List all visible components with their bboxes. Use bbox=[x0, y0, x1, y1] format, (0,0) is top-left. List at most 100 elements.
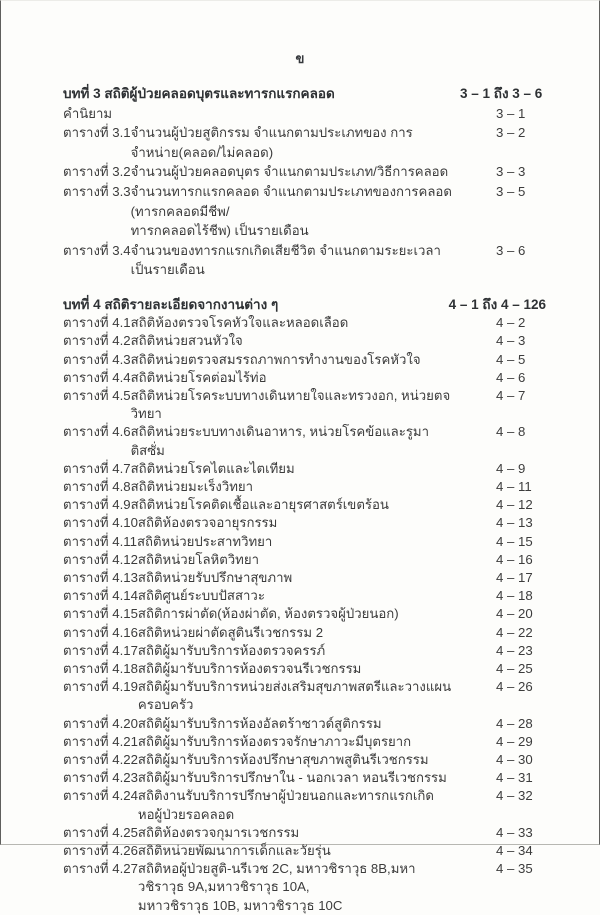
toc-row: ตารางที่ 4.14 สถิติศูนย์ระบบปัสสาวะ 4 – 18 bbox=[63, 587, 546, 605]
toc-entry-label: คำนิยาม bbox=[63, 105, 113, 121]
toc-entry-label: ตารางที่ 3.1 bbox=[63, 125, 131, 141]
table-of-contents: บทที่ 3 สถิติผู้ป่วยคลอดบุตรและทารกแรกคล… bbox=[63, 84, 546, 915]
toc-entry-page: 4 – 26 bbox=[496, 679, 533, 695]
toc-row: ตารางที่ 4.27 สถิติหอผู้ป่วยสูติ-นรีเวช 2… bbox=[63, 860, 546, 915]
toc-entry-title-line: สถิติผู้มารับบริการห้องตรวจนรีเวชกรรม bbox=[137, 661, 362, 676]
toc-entry-title: สถิติหน่วยผ่าตัดสูตินรีเวชกรรม 2 bbox=[138, 624, 458, 642]
toc-row: ตารางที่ 4.9 สถิติหน่วยโรคติดเชื้อและอายุ… bbox=[63, 496, 546, 514]
toc-entry-title: สถิติผู้มารับบริการห้องตรวจนรีเวชกรรม bbox=[138, 660, 458, 678]
toc-row: ตารางที่ 4.23 สถิติผู้มารับบริการปรึกษาใน… bbox=[63, 769, 546, 787]
toc-entry-label: ตารางที่ 4.11 bbox=[63, 533, 137, 549]
toc-entry-page: 4 – 11 bbox=[496, 478, 532, 494]
toc-entry-title-line: สถิติหน่วยตรวจสมรรถภาพการทำงานของโรคหัวใ… bbox=[130, 351, 421, 367]
toc-entry-label: ตารางที่ 4.8 bbox=[63, 478, 131, 494]
toc-entry-title: สถิติหน่วยโลหิตวิทยา bbox=[138, 551, 458, 569]
toc-entry-title-line: สถิติผู้มารับบริการห้องตรวจครรภ์ bbox=[137, 642, 326, 658]
toc-entry-title-line: สถิติศูนย์ระบบปัสสาวะ bbox=[137, 588, 265, 604]
toc-entry-title: สถิติงานรับบริการปรึกษาผู้ป่วยนอกและทารก… bbox=[138, 787, 458, 823]
toc-entry-title: สถิติหน่วยประสาทวิทยา bbox=[137, 533, 458, 551]
toc-entry-title: สถิติผู้มารับบริการห้องอัลตร้าซาวด์สูติก… bbox=[138, 715, 458, 733]
toc-entry-page: 4 – 32 bbox=[496, 788, 533, 804]
toc-entry-page: 4 – 5 bbox=[496, 351, 526, 367]
toc-entry-title: สถิติผู้มารับบริการห้องปรึกษาสุขภาพสูติน… bbox=[138, 751, 458, 769]
toc-entry-page: 4 – 9 bbox=[496, 460, 526, 476]
toc-entry-title-line: สถิติหอผู้ป่วยสูติ-นรีเวช 2C, มหาวชิราวุ… bbox=[137, 861, 416, 895]
toc-entry-page: 4 – 28 bbox=[496, 715, 533, 731]
toc-entry-label: ตารางที่ 4.25 bbox=[63, 824, 138, 840]
toc-row: ตารางที่ 3.3 จำนวนทารกแรกคลอด จำแนกตามประ… bbox=[63, 182, 546, 241]
toc-entry-title-line: สถิติผู้มารับบริการห้องปรึกษาสุขภาพสูติน… bbox=[137, 752, 429, 768]
toc-entry-label: ตารางที่ 4.20 bbox=[63, 715, 138, 731]
toc-entry-title: สถิติห้องตรวจโรคหัวใจและหลอดเลือด bbox=[131, 314, 458, 332]
toc-entry-label: ตารางที่ 4.22 bbox=[63, 752, 138, 768]
toc-entry-title-line: สถิติหน่วยสวนหัวใจ bbox=[130, 333, 243, 349]
toc-entry-title: สถิติหน่วยโรคต่อมไร้ท่อ bbox=[131, 369, 458, 387]
toc-entry-page: 4 – 15 bbox=[496, 533, 533, 549]
toc-entry-title: สถิติหน่วยโรคติดเชื้อและอายุรศาสตร์เขตร้… bbox=[131, 496, 458, 514]
toc-entry-page: 4 – 31 bbox=[496, 770, 533, 786]
toc-entry-label: ตารางที่ 4.12 bbox=[63, 551, 138, 567]
toc-entry-page: 4 – 16 bbox=[496, 551, 533, 567]
toc-entry-label: ตารางที่ 3.3 bbox=[63, 183, 131, 199]
toc-entry-label: ตารางที่ 4.1 bbox=[63, 315, 131, 331]
toc-entry-title-line: สถิติหน่วยประสาทวิทยา bbox=[136, 533, 273, 549]
toc-entry-label: ตารางที่ 4.17 bbox=[63, 642, 138, 658]
toc-row: ตารางที่ 4.10 สถิติห้องตรวจอายุรกรรม 4 – 1… bbox=[63, 514, 546, 532]
toc-row: ตารางที่ 4.5 สถิติหน่วยโรคระบบทางเดินหายใ… bbox=[63, 387, 546, 423]
toc-row: ตารางที่ 4.3 สถิติหน่วยตรวจสมรรถภาพการทำง… bbox=[63, 351, 546, 369]
toc-entry-title: จำนวนผู้ป่วยสูติกรรม จำแนกตามประเภทของ ก… bbox=[131, 123, 458, 162]
toc-row: ตารางที่ 4.19 สถิติผู้มารับบริการหน่วยส่ง… bbox=[63, 678, 546, 714]
toc-entry-title: สถิติห้องตรวจอายุรกรรม bbox=[138, 514, 458, 532]
toc-entry-page: 4 – 20 bbox=[496, 606, 533, 622]
toc-row: ตารางที่ 4.1 สถิติห้องตรวจโรคหัวใจและหลอด… bbox=[63, 314, 546, 332]
toc-entry-title-line: สถิติผู้มารับบริการปรึกษาใน - นอกเวลา หอ… bbox=[137, 770, 447, 786]
toc-entry-title-line: สถิติหน่วยผ่าตัดสูตินรีเวชกรรม 2 bbox=[137, 624, 324, 640]
toc-entry-title: สถิติหอผู้ป่วยสูติ-นรีเวช 2C, มหาวชิราวุ… bbox=[138, 860, 458, 915]
toc-entry-title-line: สถิติหน่วยโรคต่อมไร้ท่อ bbox=[130, 369, 267, 385]
toc-entry-title-line: สถิติผู้มารับบริการห้องอัลตร้าซาวด์สูติก… bbox=[137, 715, 382, 731]
toc-section-page-range: 4 – 1 ถึง 4 – 126 bbox=[448, 296, 546, 312]
toc-entry-page: 4 – 13 bbox=[496, 515, 533, 531]
page-header-label: ข bbox=[295, 51, 305, 66]
toc-entry-label: ตารางที่ 4.24 bbox=[63, 788, 138, 804]
toc-row: ตารางที่ 4.18 สถิติผู้มารับบริการห้องตรวจ… bbox=[63, 660, 546, 678]
toc-entry-title: สถิติผู้มารับบริการหน่วยส่งเสริมสุขภาพสต… bbox=[138, 678, 458, 714]
toc-entry-title: สถิติศูนย์ระบบปัสสาวะ bbox=[138, 587, 458, 605]
toc-entry-label: ตารางที่ 4.13 bbox=[63, 569, 138, 585]
toc-entry-page: 4 – 33 bbox=[496, 824, 533, 840]
toc-entry-page: 4 – 18 bbox=[496, 588, 533, 604]
toc-entry-title: สถิติผู้มารับบริการห้องตรวจครรภ์ bbox=[138, 642, 458, 660]
toc-entry-title-line: จำนวนผู้ป่วยสูติกรรม จำแนกตามประเภทของ ก… bbox=[130, 125, 413, 160]
toc-entry-title-line: สถิติหน่วยระบบทางเดินอาหาร, หน่วยโรคข้อแ… bbox=[130, 424, 430, 458]
toc-entry-title: สถิติหน่วยโรคระบบทางเดินหายใจและทรวงอก, … bbox=[131, 387, 458, 423]
toc-entry-page: 4 – 23 bbox=[496, 642, 533, 658]
toc-entry-title: สถิติหน่วยระบบทางเดินอาหาร, หน่วยโรคข้อแ… bbox=[131, 423, 458, 459]
toc-entry-label: ตารางที่ 4.7 bbox=[63, 460, 131, 476]
toc-row: ตารางที่ 4.22 สถิติผู้มารับบริการห้องปรึก… bbox=[63, 751, 546, 769]
toc-entry-label: ตารางที่ 4.14 bbox=[63, 588, 138, 604]
toc-row: ตารางที่ 4.6 สถิติหน่วยระบบทางเดินอาหาร, … bbox=[63, 423, 546, 459]
toc-entry-page: 3 – 2 bbox=[496, 125, 526, 141]
toc-entry-label: ตารางที่ 4.15 bbox=[63, 606, 138, 622]
toc-entry-title-line: มหาวชิราวุธ 10B, มหาวชิราวุธ 10C bbox=[137, 897, 343, 913]
toc-entry-page: 3 – 1 bbox=[496, 105, 526, 121]
toc-entry-page: 4 – 30 bbox=[496, 752, 533, 768]
toc-row: ตารางที่ 4.15 สถิติการผ่าตัด(ห้องผ่าตัด, … bbox=[63, 605, 546, 623]
toc-entry-label: ตารางที่ 4.16 bbox=[63, 624, 138, 640]
toc-section-title: บทที่ 3 สถิติผู้ป่วยคลอดบุตรและทารกแรกคล… bbox=[63, 86, 335, 101]
toc-entry-page: 3 – 5 bbox=[496, 183, 526, 199]
toc-entry-title-line: สถิติผู้มารับบริการห้องตรวจรักษาภาวะมีบุ… bbox=[137, 733, 412, 749]
toc-entry-page: 4 – 12 bbox=[496, 497, 533, 513]
toc-section-title: บทที่ 4 สถิติรายละเอียดจากงานต่าง ๆ bbox=[63, 296, 279, 312]
toc-entry-page: 4 – 17 bbox=[496, 569, 533, 585]
toc-entry-title-line: สถิติห้องตรวจอายุรกรรม bbox=[137, 515, 278, 531]
toc-entry-page: 4 – 25 bbox=[496, 661, 533, 676]
toc-entry-title-line: สถิติผู้มารับบริการหน่วยส่งเสริมสุขภาพสต… bbox=[137, 679, 452, 713]
toc-entry-label: ตารางที่ 4.2 bbox=[63, 333, 131, 349]
toc-entry-title-line: สถิติการผ่าตัด(ห้องผ่าตัด, ห้องตรวจผู้ป่… bbox=[137, 606, 399, 622]
toc-entry-title-line: ทารกคลอดไร้ชีพ) เป็นรายเดือน bbox=[130, 223, 309, 239]
toc-entry-title-line: สถิติหน่วยโรคไตและไตเทียม bbox=[130, 460, 295, 476]
toc-entry-title-line: สถิติหน่วยโรคติดเชื้อและอายุรศาสตร์เขตร้… bbox=[130, 497, 389, 513]
toc-entry-title-line: สถิติหน่วยโลหิตวิทยา bbox=[137, 551, 260, 567]
toc-row: ตารางที่ 4.4 สถิติหน่วยโรคต่อมไร้ท่อ 4 – 6 bbox=[63, 369, 546, 387]
